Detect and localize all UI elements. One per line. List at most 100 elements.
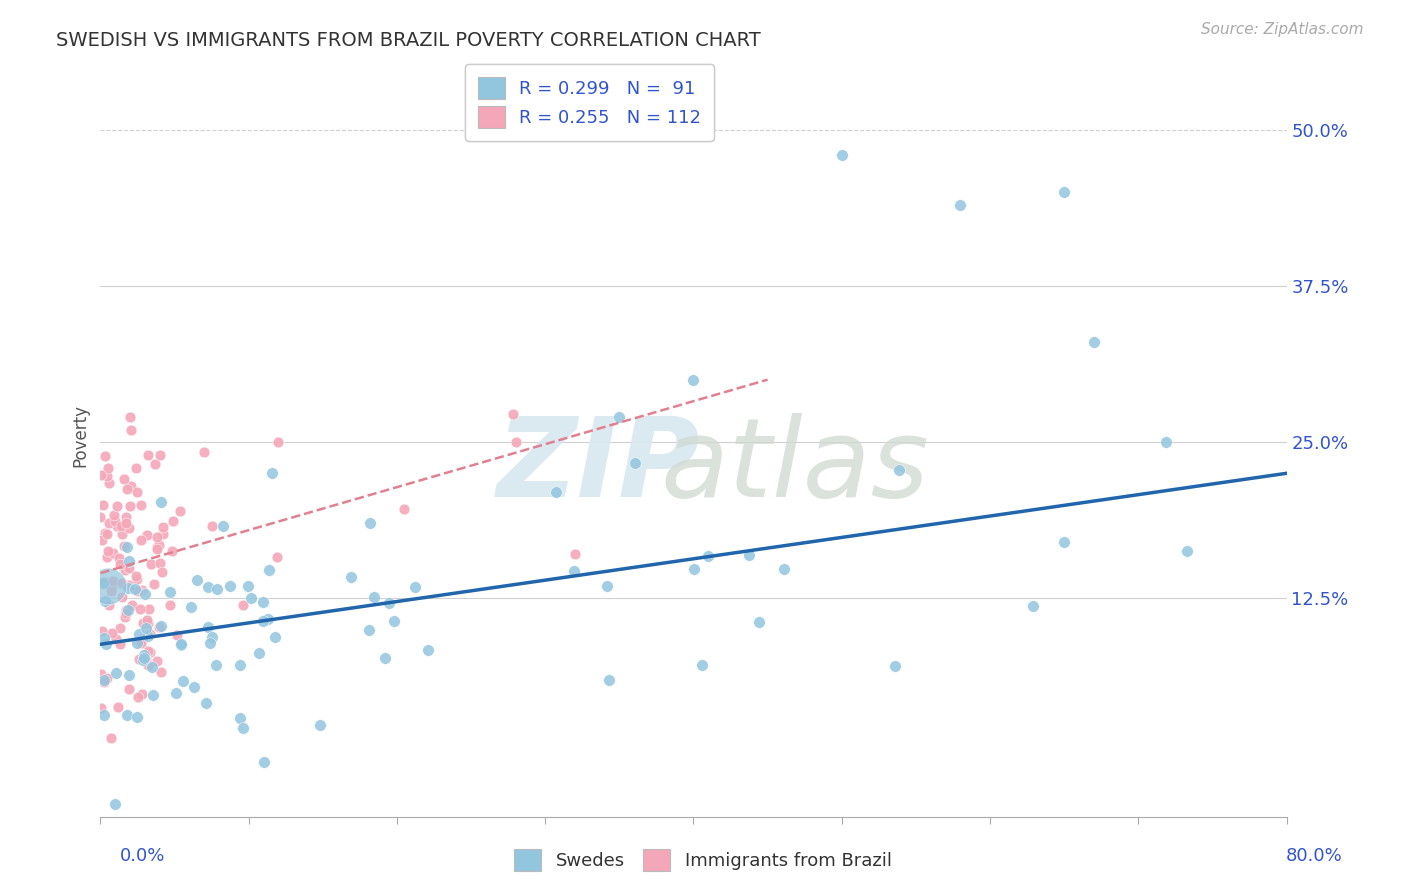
Point bbox=[146, 540, 169, 554]
Point bbox=[363, 590, 385, 604]
Point bbox=[101, 626, 124, 640]
Point bbox=[357, 623, 380, 637]
Point bbox=[117, 483, 139, 497]
Point bbox=[93, 675, 115, 690]
Point bbox=[112, 539, 135, 553]
Point bbox=[134, 587, 156, 601]
Point bbox=[194, 696, 217, 710]
Point bbox=[607, 410, 630, 425]
Point bbox=[97, 579, 120, 593]
Point bbox=[247, 646, 270, 660]
Point bbox=[773, 562, 796, 576]
Point bbox=[131, 632, 153, 647]
Point bbox=[146, 654, 169, 668]
Point bbox=[97, 544, 120, 558]
Point bbox=[98, 598, 121, 612]
Point bbox=[94, 525, 117, 540]
Point bbox=[114, 609, 136, 624]
Point bbox=[142, 576, 165, 591]
Point bbox=[125, 484, 148, 499]
Point bbox=[115, 541, 138, 555]
Point bbox=[1053, 186, 1076, 200]
Point bbox=[149, 448, 172, 462]
Point bbox=[111, 591, 134, 605]
Point bbox=[148, 620, 170, 634]
Point bbox=[186, 574, 208, 588]
Point bbox=[232, 722, 254, 736]
Point bbox=[127, 584, 149, 599]
Point bbox=[129, 533, 152, 547]
Point bbox=[1083, 335, 1105, 350]
Point bbox=[198, 636, 221, 650]
Point bbox=[887, 463, 910, 477]
Legend: Swedes, Immigrants from Brazil: Swedes, Immigrants from Brazil bbox=[508, 842, 898, 879]
Point bbox=[374, 651, 396, 665]
Point bbox=[142, 689, 165, 703]
Point bbox=[90, 667, 112, 681]
Point bbox=[831, 148, 853, 162]
Point bbox=[257, 612, 280, 626]
Point bbox=[96, 671, 118, 685]
Point bbox=[101, 578, 124, 592]
Point bbox=[252, 594, 274, 608]
Point bbox=[104, 797, 127, 811]
Point bbox=[104, 632, 127, 646]
Point bbox=[115, 603, 138, 617]
Point bbox=[117, 581, 139, 595]
Point bbox=[114, 510, 136, 524]
Point bbox=[1022, 599, 1045, 614]
Text: SWEDISH VS IMMIGRANTS FROM BRAZIL POVERTY CORRELATION CHART: SWEDISH VS IMMIGRANTS FROM BRAZIL POVERT… bbox=[56, 31, 761, 50]
Point bbox=[97, 460, 120, 475]
Point bbox=[502, 407, 524, 421]
Point bbox=[149, 665, 172, 679]
Point bbox=[117, 577, 139, 591]
Point bbox=[159, 585, 181, 599]
Point bbox=[90, 700, 112, 714]
Point bbox=[1053, 535, 1076, 549]
Point bbox=[166, 628, 188, 642]
Point bbox=[141, 660, 163, 674]
Point bbox=[253, 756, 276, 770]
Point bbox=[114, 563, 136, 577]
Point bbox=[121, 599, 143, 613]
Point bbox=[127, 690, 149, 704]
Point bbox=[145, 541, 167, 556]
Point bbox=[125, 710, 148, 724]
Point bbox=[1156, 435, 1178, 450]
Point bbox=[201, 630, 224, 644]
Point bbox=[748, 615, 770, 629]
Point bbox=[160, 544, 183, 558]
Point bbox=[125, 572, 148, 586]
Point bbox=[120, 423, 142, 437]
Point bbox=[131, 583, 153, 598]
Point bbox=[110, 518, 132, 533]
Point bbox=[404, 581, 426, 595]
Point bbox=[117, 554, 139, 568]
Point bbox=[683, 562, 706, 576]
Point bbox=[259, 563, 281, 577]
Point bbox=[100, 731, 122, 746]
Point bbox=[98, 476, 121, 491]
Point bbox=[150, 619, 173, 633]
Point bbox=[564, 548, 586, 562]
Point bbox=[598, 673, 620, 687]
Point bbox=[118, 410, 141, 425]
Point bbox=[143, 457, 166, 471]
Point bbox=[170, 638, 193, 652]
Point bbox=[309, 717, 332, 731]
Point bbox=[96, 550, 118, 565]
Point bbox=[105, 666, 128, 681]
Point bbox=[118, 499, 141, 513]
Point bbox=[104, 515, 127, 529]
Point bbox=[111, 526, 134, 541]
Point bbox=[111, 575, 134, 590]
Point bbox=[139, 557, 162, 571]
Point bbox=[139, 627, 162, 641]
Point bbox=[152, 527, 174, 541]
Point bbox=[378, 596, 401, 610]
Point bbox=[136, 644, 159, 658]
Point bbox=[172, 673, 194, 688]
Point bbox=[180, 599, 202, 614]
Point bbox=[384, 614, 406, 628]
Point bbox=[90, 468, 112, 483]
